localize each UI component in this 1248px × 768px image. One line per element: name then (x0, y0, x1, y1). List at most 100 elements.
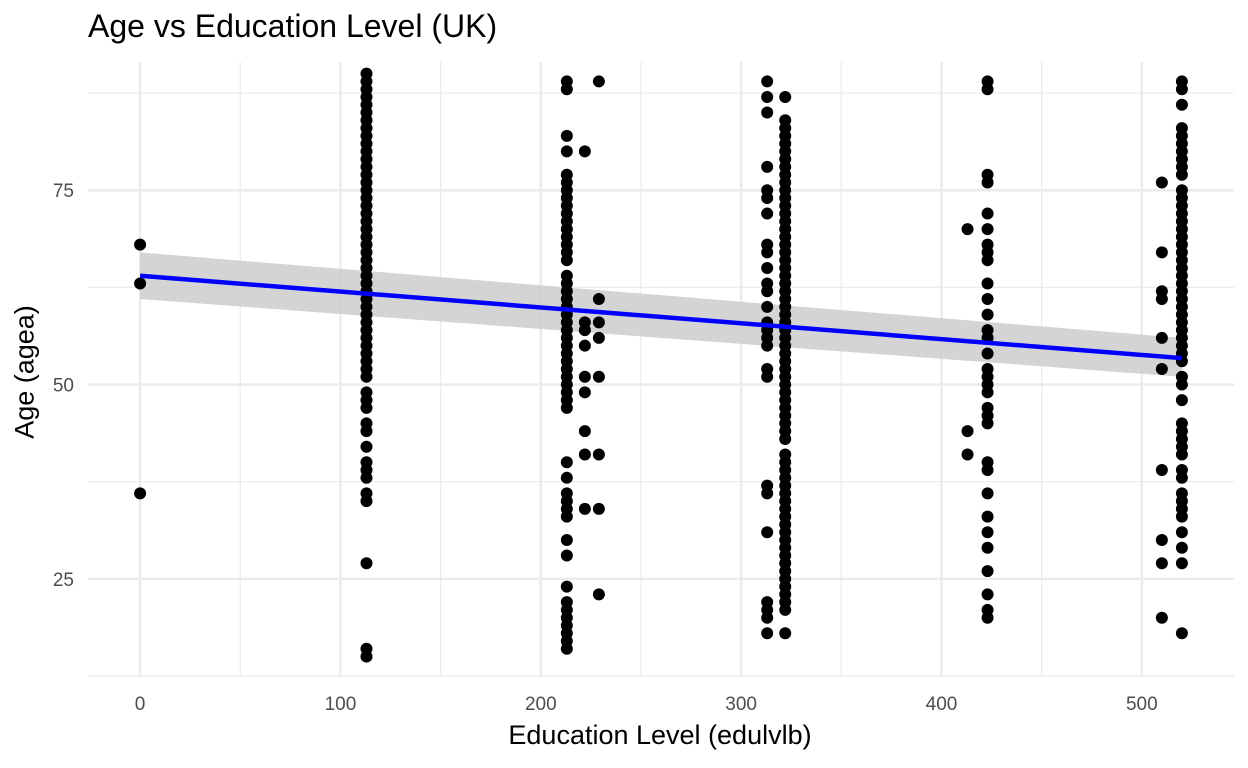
data-point (1175, 541, 1188, 554)
data-point (761, 339, 774, 352)
data-point (1175, 471, 1188, 484)
data-point (578, 145, 591, 158)
data-point (761, 487, 774, 500)
data-point (560, 83, 573, 96)
data-point (592, 293, 605, 306)
data-point (1175, 557, 1188, 570)
data-point (761, 526, 774, 539)
data-point (560, 129, 573, 142)
data-point (134, 487, 147, 500)
data-point (761, 627, 774, 640)
data-point (761, 106, 774, 119)
data-point (1175, 526, 1188, 539)
data-point (578, 448, 591, 461)
data-point (1175, 394, 1188, 407)
y-tick-label: 75 (53, 181, 74, 202)
data-point (981, 487, 994, 500)
data-point (578, 339, 591, 352)
chart-title: Age vs Education Level (UK) (88, 8, 498, 44)
data-point (981, 277, 994, 290)
data-point (1175, 448, 1188, 461)
data-point (360, 557, 373, 570)
data-point (779, 90, 792, 103)
data-point (761, 90, 774, 103)
data-point (134, 277, 147, 290)
y-tick-label: 50 (53, 376, 74, 397)
data-point (981, 347, 994, 360)
data-point (1175, 510, 1188, 523)
data-point (578, 502, 591, 515)
data-point (360, 370, 373, 383)
data-point (981, 526, 994, 539)
data-point (1175, 83, 1188, 96)
data-point (981, 386, 994, 399)
x-tick-label: 500 (1126, 694, 1158, 715)
data-point (981, 510, 994, 523)
data-point (560, 456, 573, 469)
data-point (360, 495, 373, 508)
data-point (578, 370, 591, 383)
x-tick-label: 300 (725, 694, 757, 715)
x-axis-label: Education Level (edulvlb) (508, 720, 812, 750)
trend-line (139, 273, 1183, 361)
data-point (560, 510, 573, 523)
data-point (592, 75, 605, 88)
data-point (981, 83, 994, 96)
y-axis-label: Age (agea) (9, 305, 40, 439)
data-point (1155, 293, 1168, 306)
data-point (360, 440, 373, 453)
data-point (981, 588, 994, 601)
data-point (560, 254, 573, 267)
data-point (560, 549, 573, 562)
data-point (360, 425, 373, 438)
data-point (761, 370, 774, 383)
data-point (981, 417, 994, 430)
trend-line-layer (139, 273, 1183, 361)
x-tick-label: 400 (926, 694, 958, 715)
data-point (981, 611, 994, 624)
data-point (578, 324, 591, 337)
data-point (592, 370, 605, 383)
data-point (779, 603, 792, 616)
data-point (1175, 378, 1188, 391)
data-point (761, 75, 774, 88)
data-point (560, 642, 573, 655)
data-point (761, 246, 774, 259)
data-point (1175, 98, 1188, 111)
data-point (1175, 627, 1188, 640)
data-point (578, 386, 591, 399)
data-point (961, 448, 974, 461)
data-point (779, 432, 792, 445)
data-point (1155, 533, 1168, 546)
data-point (981, 541, 994, 554)
data-point (592, 316, 605, 329)
data-point (560, 580, 573, 593)
data-point (360, 471, 373, 484)
data-point (578, 425, 591, 438)
data-point (592, 448, 605, 461)
data-point (779, 627, 792, 640)
data-point (981, 254, 994, 267)
data-point (961, 425, 974, 438)
y-tick-label: 25 (53, 570, 74, 591)
data-point (360, 401, 373, 414)
data-point (1155, 331, 1168, 344)
data-point (560, 401, 573, 414)
minor-gridlines (88, 62, 1234, 677)
data-point (1155, 611, 1168, 624)
confidence-band (140, 252, 1182, 377)
data-point (761, 285, 774, 298)
data-point (592, 331, 605, 344)
data-point (761, 261, 774, 274)
data-point (761, 300, 774, 313)
data-point (1155, 557, 1168, 570)
data-point (360, 650, 373, 663)
x-tick-label: 200 (525, 694, 557, 715)
data-point (761, 207, 774, 220)
data-point (981, 176, 994, 189)
data-point (134, 238, 147, 251)
data-point (981, 464, 994, 477)
data-point (560, 145, 573, 158)
confidence-band-layer (140, 252, 1182, 377)
